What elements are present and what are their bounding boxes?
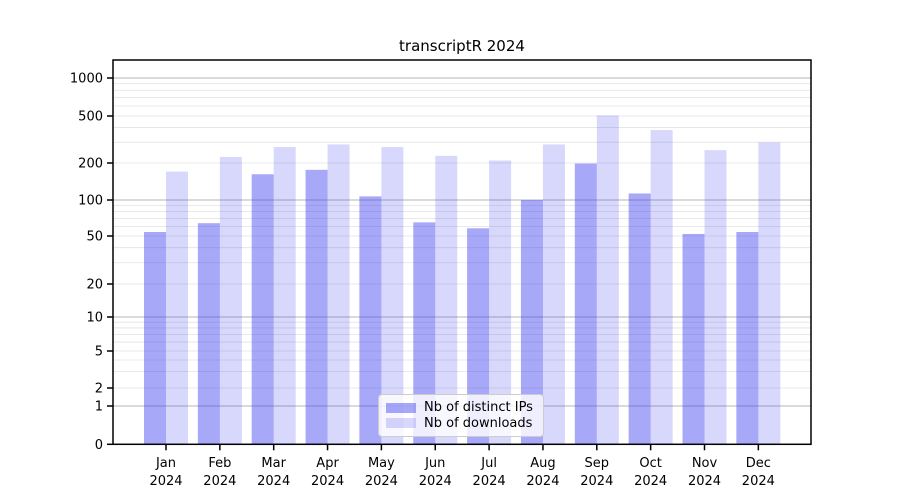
x-axis-month-label: Aug (530, 456, 555, 471)
bar-distinct-ips-mar (251, 174, 274, 445)
bar-distinct-ips-nov (682, 233, 705, 445)
bar-downloads-nov (704, 150, 727, 445)
y-axis-tick-label: 200 (78, 157, 103, 172)
x-axis-month-label: May (368, 456, 395, 471)
bar-distinct-ips-oct (628, 193, 651, 445)
legend-label-downloads: Nb of downloads (424, 415, 533, 431)
y-axis-tick-label: 1000 (70, 72, 103, 87)
plot-border (112, 59, 812, 446)
bar-distinct-ips-sep (574, 163, 597, 445)
x-axis-month-label: Oct (639, 456, 661, 471)
x-axis-month-label: Mar (261, 456, 286, 471)
y-axis-tick-label: 0 (95, 438, 103, 453)
bar-downloads-jun (435, 155, 458, 445)
x-axis-year-label: 2024 (149, 474, 182, 489)
legend-row-distinct-ips: Nb of distinct IPs (386, 400, 535, 415)
y-axis-tick-label: 20 (86, 278, 103, 293)
bar-downloads-dec (758, 142, 781, 445)
x-axis-year-label: 2024 (257, 474, 290, 489)
bar-distinct-ips-may (359, 196, 382, 445)
bar-downloads-oct (650, 130, 673, 445)
x-axis-year-label: 2024 (473, 474, 506, 489)
x-axis-year-label: 2024 (311, 474, 344, 489)
x-axis-year-label: 2024 (742, 474, 775, 489)
chart-title: transcriptR 2024 (399, 37, 525, 55)
y-axis-tick-label: 2 (95, 382, 103, 397)
bar-distinct-ips-apr (305, 169, 328, 445)
x-axis-month-label: Apr (316, 456, 339, 471)
legend: Nb of distinct IPs Nb of downloads (378, 394, 544, 437)
bar-downloads-feb (219, 156, 242, 445)
bar-distinct-ips-jun (413, 222, 436, 445)
x-axis-month-label: Sep (585, 456, 610, 471)
x-axis-month-label: Jun (424, 456, 445, 471)
bar-distinct-ips-jul (467, 228, 490, 445)
x-axis-month-label: Nov (692, 456, 718, 471)
x-axis-month-label: Jan (155, 456, 176, 471)
x-axis-year-label: 2024 (203, 474, 236, 489)
x-axis-year-label: 2024 (419, 474, 452, 489)
y-axis-tick-label: 10 (86, 311, 103, 326)
y-axis-tick-label: 50 (86, 230, 103, 245)
x-axis-year-label: 2024 (526, 474, 559, 489)
bar-downloads-apr (327, 144, 350, 445)
bar-downloads-jan (166, 171, 188, 445)
bar-distinct-ips-feb (197, 223, 220, 445)
y-axis-tick-label: 100 (78, 194, 103, 209)
x-axis-month-label: Dec (746, 456, 771, 471)
y-axis-tick-label: 5 (95, 345, 103, 360)
y-axis-tick-label: 500 (78, 110, 103, 125)
x-axis-year-label: 2024 (634, 474, 667, 489)
x-axis-month-label: Jul (480, 456, 497, 471)
bar-downloads-mar (273, 147, 296, 445)
bar-distinct-ips-jan (144, 232, 166, 445)
legend-row-downloads: Nb of downloads (386, 416, 535, 431)
x-axis-year-label: 2024 (688, 474, 721, 489)
bar-downloads-sep (596, 115, 619, 445)
y-axis-tick-label: 1 (95, 400, 103, 415)
legend-swatch-downloads (386, 418, 416, 429)
x-axis-month-label: Feb (208, 456, 231, 471)
x-axis-year-label: 2024 (365, 474, 398, 489)
bar-downloads-jul (489, 160, 512, 445)
legend-label-distinct-ips: Nb of distinct IPs (424, 400, 533, 416)
x-axis-year-label: 2024 (580, 474, 613, 489)
bar-downloads-aug (542, 144, 565, 445)
bar-distinct-ips-dec (736, 232, 759, 445)
legend-swatch-distinct-ips (386, 402, 416, 413)
bar-distinct-ips-aug (520, 200, 543, 445)
bar-downloads-may (381, 147, 404, 445)
